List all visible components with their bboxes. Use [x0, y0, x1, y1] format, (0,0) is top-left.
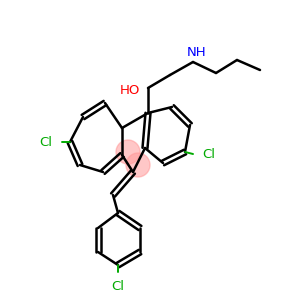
- Text: Cl: Cl: [112, 280, 124, 293]
- Text: Cl: Cl: [40, 136, 52, 148]
- Text: Cl: Cl: [202, 148, 215, 161]
- Circle shape: [126, 153, 150, 177]
- Circle shape: [116, 140, 140, 164]
- Text: NH: NH: [187, 46, 207, 59]
- Text: HO: HO: [120, 83, 140, 97]
